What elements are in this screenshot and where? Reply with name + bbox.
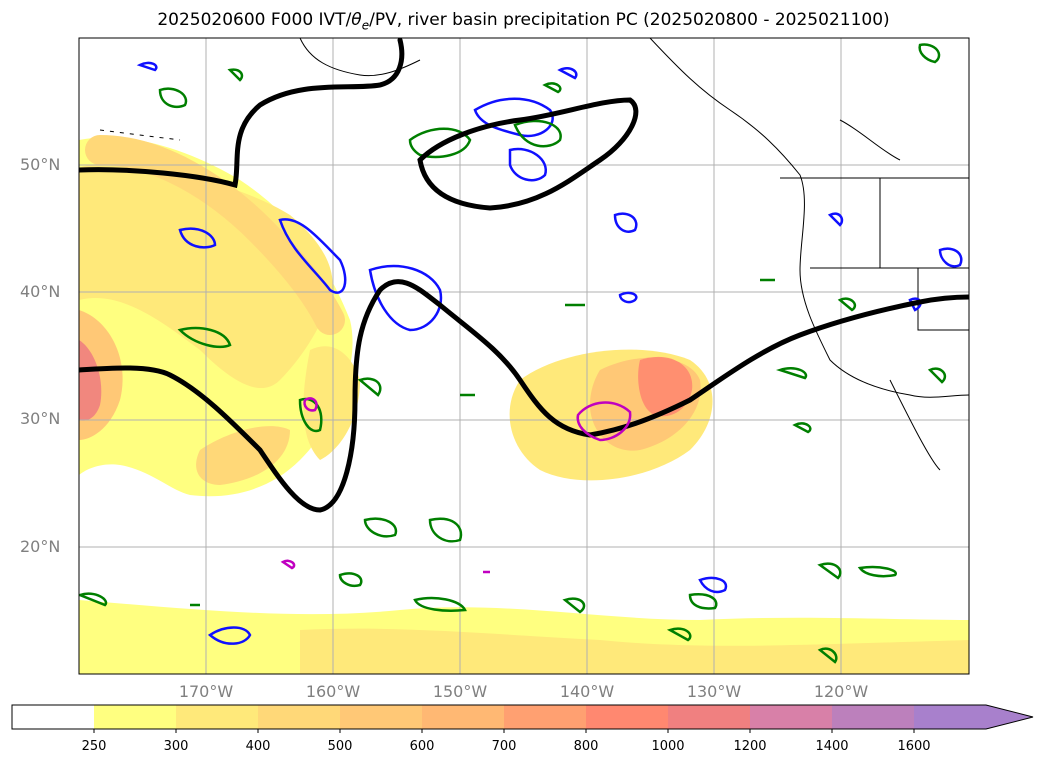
colorbar-label-250: 250 <box>81 739 107 754</box>
lon-label-170w: 170°W <box>178 682 234 701</box>
title-rest: /PV, river basin precipitation PC (20250… <box>369 10 890 30</box>
colorbar-label-600: 600 <box>409 739 435 754</box>
theta-e-contours-green <box>79 43 947 664</box>
lon-label-120w: 120°W <box>813 682 869 701</box>
colorbar-label-1200: 1200 <box>733 739 767 754</box>
precip-contours <box>280 397 632 574</box>
lat-label-20n: 20°N <box>20 537 61 556</box>
chart-title: 2025020600 F000 IVT/θe/PV, river basin p… <box>0 10 1047 32</box>
pv-contour <box>79 38 969 513</box>
lat-label-40n: 40°N <box>20 282 61 301</box>
colorbar-label-500: 500 <box>327 739 353 754</box>
colorbar-label-1400: 1400 <box>815 739 849 754</box>
title-theta: θ <box>351 10 362 30</box>
lat-label-50n: 50°N <box>20 155 61 174</box>
lon-label-140w: 140°W <box>559 682 615 701</box>
lat-label-30n: 30°N <box>20 409 61 428</box>
lon-label-130w: 130°W <box>686 682 742 701</box>
title-sub: e <box>361 18 370 33</box>
colorbar-label-700: 700 <box>491 739 517 754</box>
lon-label-160w: 160°W <box>305 682 361 701</box>
colorbar-label-300: 300 <box>163 739 189 754</box>
lon-label-150w: 150°W <box>432 682 488 701</box>
colorbar <box>11 704 1034 733</box>
theta-e-contours-blue <box>136 61 963 645</box>
colorbar-label-1000: 1000 <box>651 739 685 754</box>
title-text: 2025020600 F000 IVT/ <box>157 10 352 30</box>
colorbar-label-1600: 1600 <box>897 739 931 754</box>
colorbar-label-400: 400 <box>245 739 271 754</box>
coastlines <box>99 38 969 471</box>
colorbar-label-800: 800 <box>573 739 599 754</box>
